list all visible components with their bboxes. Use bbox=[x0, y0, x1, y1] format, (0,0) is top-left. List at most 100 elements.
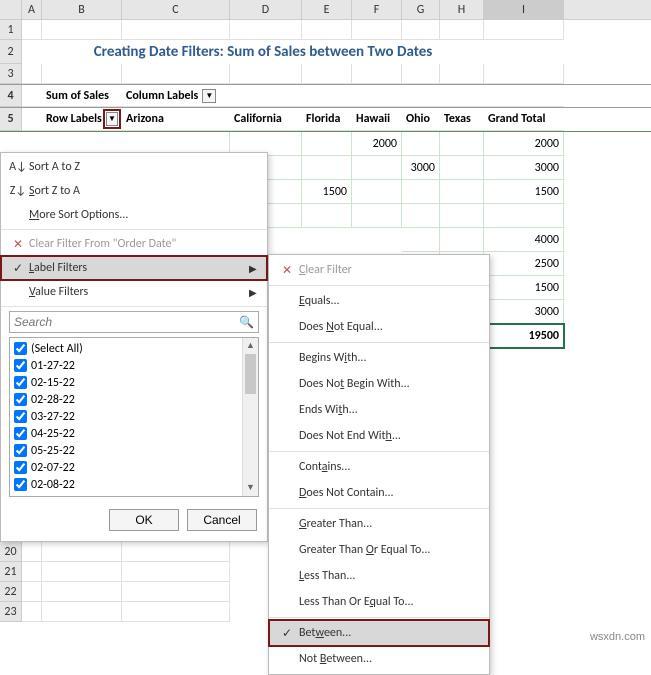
search-input[interactable] bbox=[14, 315, 239, 329]
column-labels-text: Column Labels bbox=[126, 89, 198, 103]
checkbox[interactable] bbox=[14, 342, 27, 355]
ends-with[interactable]: Ends With... bbox=[269, 397, 489, 423]
checkbox[interactable] bbox=[14, 376, 27, 389]
search-icon: 🔍 bbox=[239, 315, 254, 330]
row-header-5[interactable]: 5 bbox=[0, 108, 22, 131]
value-filters-label: Value Filters bbox=[29, 285, 249, 299]
does-not-end-with[interactable]: Does Not End With... bbox=[269, 423, 489, 449]
less-than-or-equal[interactable]: Less Than Or Equal To... bbox=[269, 589, 489, 615]
col-header-a[interactable]: A bbox=[22, 0, 42, 19]
row-header-1[interactable]: 1 bbox=[0, 20, 22, 40]
cancel-button[interactable]: Cancel bbox=[187, 509, 257, 531]
check-label: 02-08-22 bbox=[31, 478, 75, 492]
label-filters-label: Label Filters bbox=[29, 261, 249, 275]
column-labels-cell[interactable]: Column Labels ▼ bbox=[122, 85, 230, 107]
does-not-contain[interactable]: Does Not Contain... bbox=[269, 480, 489, 506]
col-header-f[interactable]: F bbox=[352, 0, 402, 19]
col-header-c[interactable]: C bbox=[122, 0, 230, 19]
not-between-label: Not Between... bbox=[299, 652, 483, 666]
data-cell[interactable]: 2500 bbox=[484, 252, 564, 276]
equals[interactable]: Equals... bbox=[269, 288, 489, 314]
row-header-3[interactable]: 3 bbox=[0, 64, 22, 84]
checkbox[interactable] bbox=[14, 359, 27, 372]
data-cell[interactable]: 3000 bbox=[484, 156, 564, 180]
row-header-2[interactable]: 2 bbox=[0, 40, 22, 64]
checkbox[interactable] bbox=[14, 478, 27, 491]
not-between[interactable]: Not Between... bbox=[269, 646, 489, 672]
greater-label: Greater Than... bbox=[299, 517, 483, 531]
contains-label: Contains... bbox=[299, 460, 483, 474]
select-all-corner[interactable] bbox=[0, 0, 22, 19]
check-item[interactable]: 05-25-22 bbox=[14, 442, 254, 459]
row-labels-cell[interactable]: Row Labels ▼ bbox=[42, 108, 122, 131]
check-item-all[interactable]: (Select All) bbox=[14, 340, 254, 357]
row-header-23[interactable]: 23 bbox=[0, 602, 22, 622]
check-item[interactable]: 02-07-22 bbox=[14, 459, 254, 476]
greater-than-or-equal[interactable]: Greater Than Or Equal To... bbox=[269, 537, 489, 563]
not-equal-label: Does Not Equal... bbox=[299, 320, 483, 334]
col-header-i[interactable]: I bbox=[484, 0, 564, 19]
sort-z-a[interactable]: Z↓ Sort Z to A bbox=[1, 179, 267, 203]
grand-total-cell[interactable]: 19500 bbox=[484, 324, 564, 348]
sort-za-icon: Z↓ bbox=[7, 184, 29, 198]
greater-eq-label: Greater Than Or Equal To... bbox=[299, 543, 483, 557]
col-header-e[interactable]: E bbox=[302, 0, 352, 19]
checkbox[interactable] bbox=[14, 427, 27, 440]
column-labels-filter-icon[interactable]: ▼ bbox=[202, 89, 216, 103]
clear-filter-sub: ✕ Clear Filter bbox=[269, 257, 489, 283]
data-cell[interactable]: 4000 bbox=[484, 228, 564, 252]
state-texas: Texas bbox=[440, 108, 484, 131]
ok-button[interactable]: OK bbox=[109, 509, 179, 531]
search-box[interactable]: 🔍 bbox=[9, 311, 259, 333]
row-header-21[interactable]: 21 bbox=[0, 562, 22, 582]
data-cell[interactable]: 1500 bbox=[484, 276, 564, 300]
begins-with[interactable]: Begins With... bbox=[269, 345, 489, 371]
greater-than[interactable]: Greater Than... bbox=[269, 511, 489, 537]
data-cell[interactable]: 3000 bbox=[402, 156, 440, 180]
scroll-thumb[interactable] bbox=[245, 354, 256, 394]
less-than[interactable]: Less Than... bbox=[269, 563, 489, 589]
does-not-begin-with[interactable]: Does Not Begin With... bbox=[269, 371, 489, 397]
does-not-equal[interactable]: Does Not Equal... bbox=[269, 314, 489, 340]
col-header-h[interactable]: H bbox=[440, 0, 484, 19]
data-cell[interactable]: 2000 bbox=[484, 132, 564, 156]
check-item[interactable]: 02-28-22 bbox=[14, 391, 254, 408]
check-item[interactable]: 02-15-22 bbox=[14, 374, 254, 391]
checkbox[interactable] bbox=[14, 393, 27, 406]
col-header-d[interactable]: D bbox=[230, 0, 302, 19]
state-florida: Florida bbox=[302, 108, 352, 131]
row-header-4[interactable]: 4 bbox=[0, 85, 22, 107]
data-cell[interactable]: 2000 bbox=[352, 132, 402, 156]
state-hawaii: Hawaii bbox=[352, 108, 402, 131]
data-cell[interactable]: 1500 bbox=[484, 180, 564, 204]
row-labels-text: Row Labels bbox=[46, 112, 102, 126]
data-cell[interactable]: 3000 bbox=[484, 300, 564, 324]
checkbox[interactable] bbox=[14, 410, 27, 423]
check-item[interactable]: 04-25-22 bbox=[14, 425, 254, 442]
clear-filter-from: ✕ Clear Filter From "Order Date" bbox=[1, 232, 267, 256]
check-item[interactable]: 03-27-22 bbox=[14, 408, 254, 425]
row-header-22[interactable]: 22 bbox=[0, 582, 22, 602]
value-filters[interactable]: Value Filters ▶ bbox=[1, 280, 267, 304]
check-item[interactable]: 02-08-22 bbox=[14, 476, 254, 493]
label-filters[interactable]: ✓ Label Filters ▶ bbox=[1, 256, 267, 280]
contains[interactable]: Contains... bbox=[269, 454, 489, 480]
not-begin-label: Does Not Begin With... bbox=[299, 377, 483, 391]
row-labels-filter-icon[interactable]: ▼ bbox=[106, 112, 118, 126]
scroll-up-icon[interactable]: ▲ bbox=[243, 338, 258, 354]
row-header-20[interactable]: 20 bbox=[0, 542, 22, 562]
col-header-g[interactable]: G bbox=[402, 0, 440, 19]
sort-z-a-label: Sort Z to A bbox=[29, 184, 261, 198]
check-item[interactable]: 01-27-22 bbox=[14, 357, 254, 374]
scrollbar[interactable]: ▲ ▼ bbox=[242, 338, 258, 496]
checkbox[interactable] bbox=[14, 461, 27, 474]
scroll-down-icon[interactable]: ▼ bbox=[243, 480, 258, 496]
col-header-b[interactable]: B bbox=[42, 0, 122, 19]
data-cell[interactable]: 1500 bbox=[302, 180, 352, 204]
checkbox[interactable] bbox=[14, 444, 27, 457]
between[interactable]: ✓ Between... bbox=[269, 620, 489, 646]
more-sort-options[interactable]: More Sort Options... bbox=[1, 203, 267, 227]
ends-label: Ends With... bbox=[299, 403, 483, 417]
sort-a-z[interactable]: A↓ Sort A to Z bbox=[1, 155, 267, 179]
filter-checklist: (Select All) 01-27-22 02-15-22 02-28-22 … bbox=[9, 337, 259, 497]
